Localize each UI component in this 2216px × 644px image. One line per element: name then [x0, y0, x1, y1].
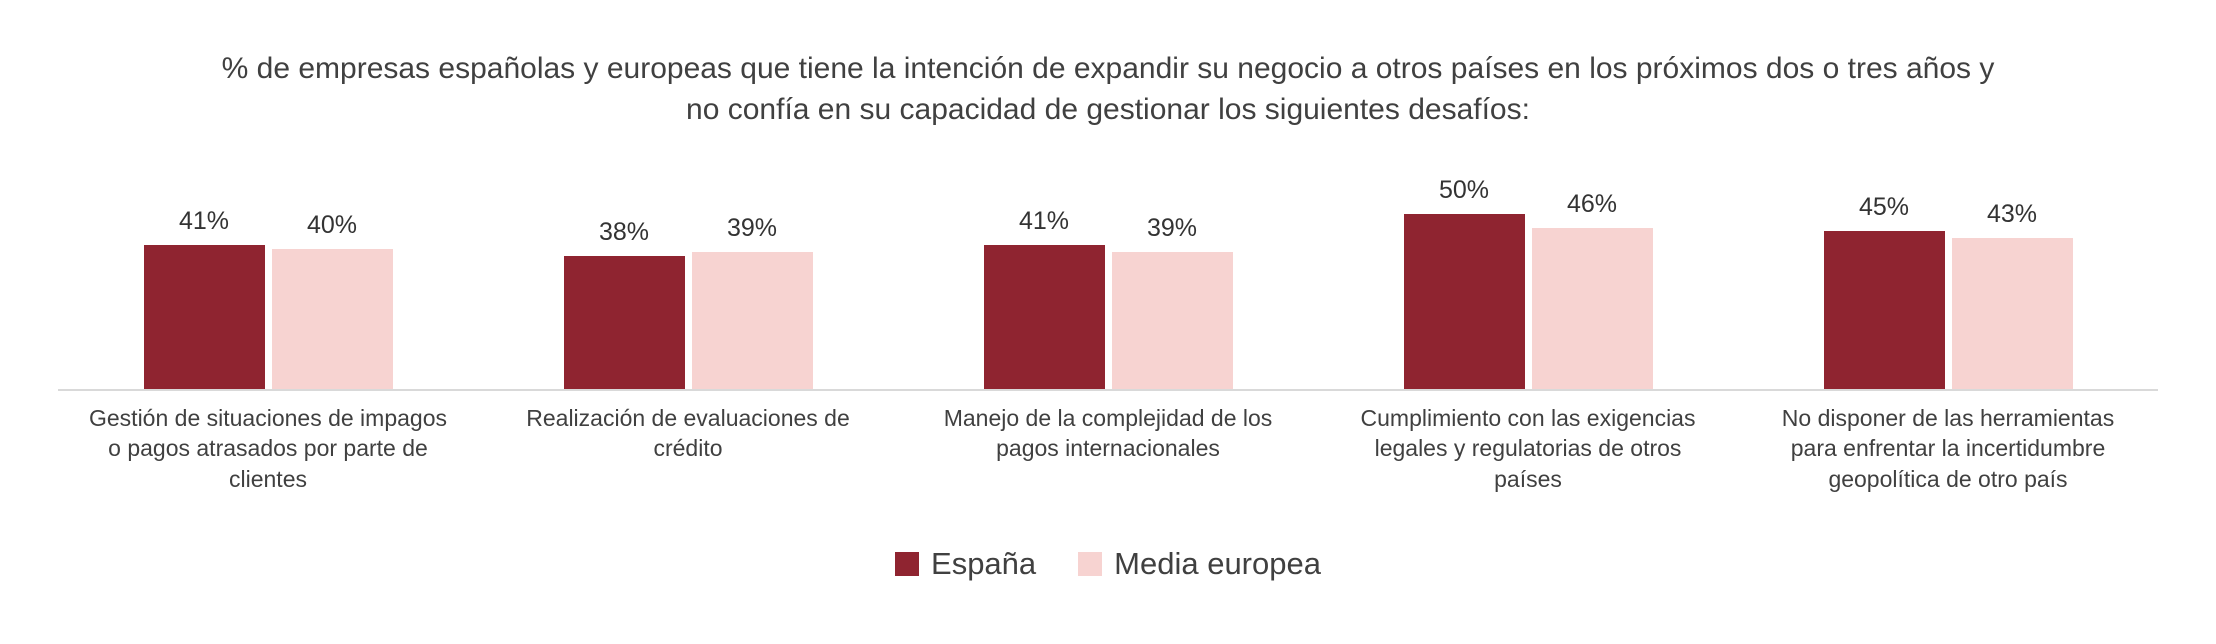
- bar-value-label: 38%: [598, 217, 650, 246]
- category-label: Cumplimiento con las exigencias legales …: [1360, 404, 1696, 492]
- bar-value-label: 43%: [1986, 200, 2038, 229]
- bar-value-label: 46%: [1566, 189, 1618, 218]
- legend-label: Media europea: [1114, 545, 1321, 581]
- x-axis-line: [58, 388, 2158, 391]
- category-label: Gestión de situaciones de impagos o pago…: [89, 404, 447, 492]
- bar-column-espana: 41%: [983, 207, 1105, 389]
- bar-column-espana: 45%: [1823, 193, 1945, 389]
- bar-espana: [1823, 231, 1945, 389]
- bar-column-espana: 38%: [563, 217, 685, 389]
- legend: España Media europea: [58, 546, 2158, 582]
- legend-swatch-icon: [895, 551, 920, 576]
- bar-media-europea: [691, 252, 813, 389]
- bar-column-media-europea: 39%: [691, 214, 813, 389]
- bar-espana: [1403, 213, 1525, 389]
- category-label: No disponer de las herramientas para enf…: [1781, 404, 2115, 492]
- bar-column-espana: 50%: [1403, 175, 1525, 389]
- bar-espana: [563, 255, 685, 389]
- bar-group: 41% 40%: [58, 165, 478, 389]
- bar-group: 38% 39%: [478, 165, 898, 389]
- legend-swatch-icon: [1078, 551, 1103, 576]
- bar-column-espana: 41%: [143, 207, 265, 389]
- bar-column-media-europea: 40%: [271, 210, 393, 389]
- bar-group: 41% 39%: [898, 165, 1318, 389]
- bars-row: 41% 40% 38% 39% 41% 39% 50% 46% 45% 43%: [58, 165, 2158, 389]
- legend-item-espana: España: [895, 546, 1036, 582]
- bar-group: 45% 43%: [1738, 165, 2158, 389]
- category-label: Manejo de la complejidad de los pagos in…: [943, 404, 1273, 462]
- category-label: Realización de evaluaciones de crédito: [526, 404, 850, 462]
- bar-value-label: 41%: [178, 207, 230, 236]
- bar-media-europea: [1111, 252, 1233, 389]
- legend-item-media-europea: Media europea: [1078, 546, 1321, 582]
- bar-column-media-europea: 46%: [1531, 189, 1653, 389]
- bar-group: 50% 46%: [1318, 165, 1738, 389]
- bar-media-europea: [1951, 238, 2073, 389]
- bar-column-media-europea: 39%: [1111, 214, 1233, 389]
- legend-label: España: [931, 545, 1037, 581]
- bar-value-label: 45%: [1858, 193, 1910, 222]
- bar-media-europea: [1531, 227, 1653, 389]
- bar-espana: [983, 245, 1105, 389]
- bar-value-label: 41%: [1018, 207, 1070, 236]
- bar-column-media-europea: 43%: [1951, 200, 2073, 389]
- bar-value-label: 50%: [1438, 175, 1490, 204]
- bar-media-europea: [271, 248, 393, 389]
- bar-value-label: 39%: [726, 214, 778, 243]
- chart-title: % de empresas españolas y europeas que t…: [221, 52, 1995, 127]
- bar-value-label: 39%: [1146, 214, 1198, 243]
- category-labels-row: Gestión de situaciones de impagos o pago…: [58, 391, 2158, 494]
- bar-value-label: 40%: [306, 210, 358, 239]
- bar-espana: [143, 245, 265, 389]
